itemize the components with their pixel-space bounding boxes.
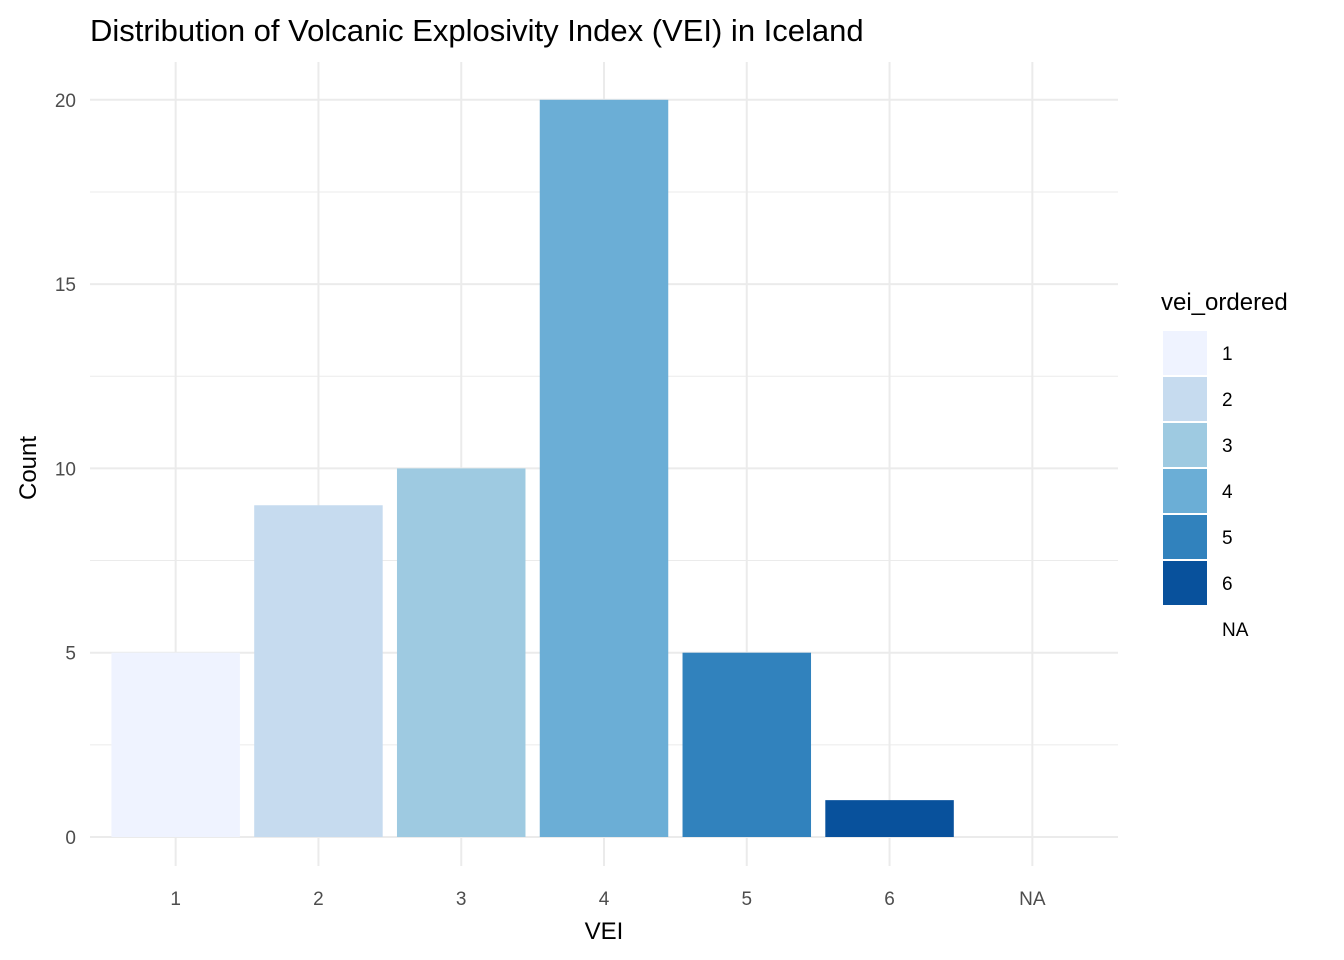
y-tick-label: 20	[55, 91, 76, 112]
bar-1	[111, 652, 240, 837]
x-axis-title: VEI	[585, 918, 624, 945]
y-tick-label: 0	[65, 828, 76, 849]
y-axis-title: Count	[15, 436, 42, 500]
legend-label: 4	[1222, 482, 1233, 503]
bar-3	[396, 468, 526, 837]
legend-swatch-3	[1163, 423, 1207, 467]
x-tick-label: 1	[170, 889, 181, 910]
bar-2	[254, 505, 383, 837]
legend-title: vei_ordered	[1161, 289, 1288, 316]
bar-6	[825, 800, 954, 837]
x-tick-label: 3	[456, 889, 467, 910]
bars	[111, 99, 954, 838]
x-tick-label: 2	[313, 889, 324, 910]
legend: vei_ordered 1 2 3 4 5 6 NA	[1161, 289, 1288, 641]
x-tick-label: NA	[1019, 889, 1046, 910]
legend-swatch-1	[1163, 331, 1207, 375]
x-tick-label: 5	[741, 889, 752, 910]
legend-label: NA	[1222, 620, 1249, 641]
chart-title: Distribution of Volcanic Explosivity Ind…	[90, 13, 864, 48]
legend-swatch-6	[1163, 561, 1207, 605]
x-tick-label: 6	[884, 889, 895, 910]
bar-5	[682, 652, 812, 837]
legend-label: 2	[1222, 390, 1233, 411]
y-tick-label: 5	[65, 644, 76, 665]
legend-swatch-5	[1163, 515, 1207, 559]
y-tick-label: 10	[55, 459, 76, 480]
legend-label: 6	[1222, 574, 1233, 595]
legend-label: 5	[1222, 528, 1233, 549]
legend-label: 1	[1222, 344, 1233, 365]
legend-label: 3	[1222, 436, 1233, 457]
legend-swatch-4	[1163, 469, 1207, 513]
x-tick-label: 4	[599, 889, 610, 910]
bar-4	[539, 99, 669, 838]
x-axis-ticks: 1 2 3 4 5 6 NA	[170, 889, 1045, 910]
y-tick-label: 15	[55, 275, 76, 296]
y-axis-ticks: 0 5 10 15 20	[55, 91, 76, 849]
legend-swatch-2	[1163, 377, 1207, 421]
